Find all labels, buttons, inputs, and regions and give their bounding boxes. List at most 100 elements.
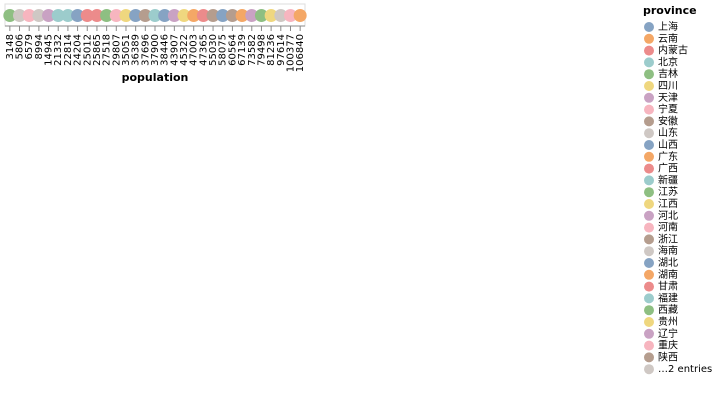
legend-swatch [644, 33, 654, 44]
legend-label: 河北 [658, 210, 678, 222]
x-tick-label: 22814 [63, 34, 74, 66]
legend-label: 江西 [658, 198, 678, 210]
data-point [80, 9, 94, 22]
legend-swatch [644, 81, 654, 91]
data-point [216, 9, 230, 22]
legend-swatch [644, 269, 654, 280]
legend-label: 山西 [658, 139, 678, 151]
data-point [225, 9, 239, 22]
data-point [3, 9, 17, 22]
x-tick-label: 8994 [34, 34, 45, 59]
x-tick-label: 37696 [140, 34, 151, 66]
legend-swatch [644, 234, 654, 245]
legend-label: 广东 [658, 150, 678, 163]
legend-label: 河南 [658, 221, 678, 234]
legend-swatch [644, 22, 654, 32]
data-point [235, 9, 249, 22]
data-point [100, 9, 114, 22]
data-point [109, 9, 123, 22]
x-axis-title: population [122, 71, 189, 84]
x-tick-label: 79498 [256, 34, 267, 66]
data-point [119, 9, 133, 22]
data-point [90, 9, 104, 22]
data-point [138, 9, 152, 22]
x-tick-label: 25012 [82, 34, 93, 66]
legend-swatch [644, 116, 654, 127]
legend-label: 云南 [658, 32, 678, 45]
legend-swatch [644, 140, 654, 150]
x-tick-label: 60564 [227, 34, 238, 66]
legend-swatch [644, 199, 654, 209]
data-point [206, 9, 220, 22]
x-tick-label: 43907 [169, 34, 180, 66]
legend-label: 上海 [658, 20, 678, 33]
legend-label: 贵州 [658, 315, 678, 328]
legend-label: …2 entries [658, 364, 712, 375]
x-tick-label: 24204 [73, 34, 84, 66]
legend-label: 四川 [658, 81, 678, 92]
legend-label: 山东 [658, 126, 678, 139]
x-tick-label: 73582 [247, 34, 258, 66]
legend-swatch [644, 57, 654, 68]
data-point [187, 9, 201, 22]
x-tick-label: 35051 [121, 34, 132, 66]
x-tick-label: 21332 [53, 34, 64, 66]
data-point [293, 9, 307, 22]
data-point [129, 9, 143, 22]
legend-swatch [644, 175, 654, 186]
x-tick-label: 29807 [111, 34, 122, 66]
legend-swatch [644, 246, 654, 257]
x-tick-label: 67139 [237, 34, 248, 66]
legend-label: 辽宁 [658, 327, 678, 340]
x-tick-label: 27518 [102, 34, 113, 66]
x-tick-label: 6579 [24, 34, 35, 59]
x-tick-label: 97614 [276, 34, 287, 66]
legend-label: 海南 [658, 244, 678, 257]
legend-label: 内蒙古 [658, 44, 688, 57]
legend-swatch [644, 45, 654, 56]
data-point [32, 9, 46, 22]
data-point [22, 9, 36, 22]
legend-label: 陕西 [658, 350, 678, 363]
legend-label: 重庆 [658, 339, 678, 352]
legend-swatch [644, 340, 654, 351]
legend-label: 江苏 [658, 185, 678, 198]
legend-label: 北京 [658, 55, 678, 68]
data-point [148, 9, 162, 22]
x-tick-label: 45322 [179, 34, 190, 66]
legend-label: 湖北 [658, 257, 678, 269]
legend-swatch [644, 328, 654, 339]
legend-swatch [644, 92, 654, 103]
legend-label: 西藏 [658, 304, 678, 316]
legend-swatch [644, 163, 654, 174]
x-tick-label: 25865 [92, 34, 103, 66]
x-tick-label: 36389 [131, 34, 142, 66]
legend-swatch [644, 69, 654, 80]
legend-label: 天津 [658, 92, 678, 104]
legend-label: 吉林 [658, 67, 678, 80]
x-tick-label: 58075 [218, 34, 229, 66]
data-point [158, 9, 172, 22]
legend-label: 浙江 [658, 233, 678, 245]
x-tick-label: 38446 [160, 34, 171, 66]
legend-label: 新疆 [658, 173, 678, 186]
legend-swatch [644, 352, 654, 363]
x-tick-label: 37900 [150, 34, 161, 66]
legend-swatch [644, 222, 654, 233]
legend-title: province [643, 4, 697, 17]
legend-label: 甘肃 [658, 280, 678, 293]
legend-swatch [644, 364, 654, 375]
x-tick-label: 81236 [266, 34, 277, 66]
legend-label: 福建 [658, 291, 678, 304]
legend-swatch [644, 187, 654, 198]
data-point [13, 9, 27, 22]
legend-swatch [644, 281, 654, 292]
legend-swatch [644, 128, 654, 139]
data-point [245, 9, 259, 22]
legend-label: 湖南 [658, 268, 678, 281]
legend-swatch [644, 317, 654, 327]
data-point [61, 9, 75, 22]
x-tick-label: 14945 [44, 34, 55, 66]
